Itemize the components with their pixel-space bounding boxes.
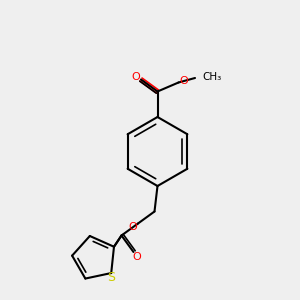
Text: O: O	[131, 72, 140, 82]
Text: O: O	[128, 221, 137, 232]
Text: CH₃: CH₃	[202, 72, 222, 82]
Text: O: O	[179, 76, 188, 86]
Text: S: S	[107, 271, 115, 284]
Text: O: O	[132, 252, 141, 262]
